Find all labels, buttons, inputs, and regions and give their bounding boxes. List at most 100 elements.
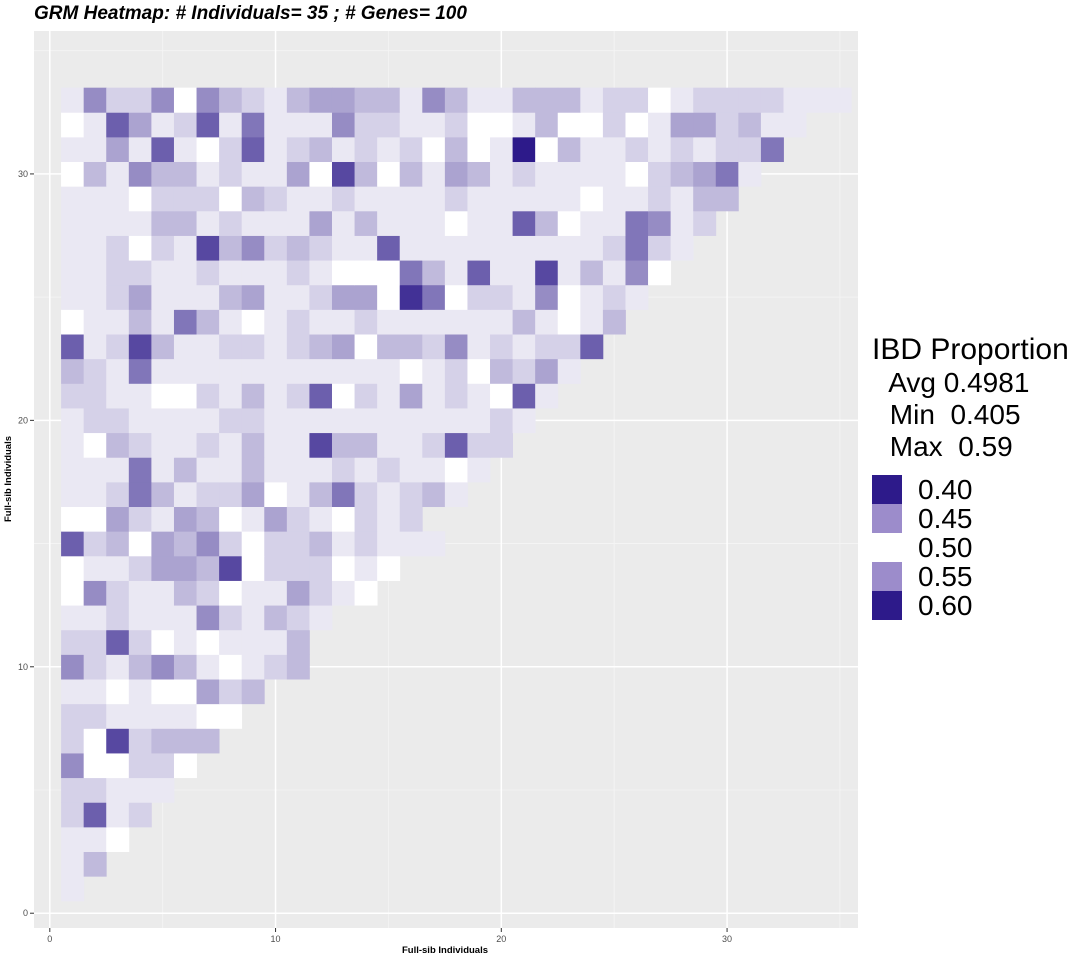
heatmap-tile	[331, 506, 355, 532]
heatmap-tile	[286, 580, 310, 606]
heatmap-tile	[106, 802, 130, 828]
heatmap-tile	[83, 408, 107, 434]
heatmap-tile	[512, 334, 536, 360]
heatmap-tile	[83, 555, 107, 581]
heatmap-tile	[196, 358, 220, 384]
heatmap-tile	[106, 210, 130, 236]
heatmap-tile	[331, 408, 355, 434]
heatmap-tile	[83, 358, 107, 384]
heatmap-tile	[693, 186, 717, 212]
heatmap-tile	[264, 605, 288, 631]
heatmap-tile	[738, 136, 762, 163]
heatmap-tile	[173, 531, 197, 557]
heatmap-tile	[83, 531, 107, 557]
heatmap-tile	[128, 408, 152, 434]
heatmap-tile	[173, 408, 197, 434]
heatmap-tile	[219, 580, 243, 606]
heatmap-tile	[670, 186, 694, 212]
heatmap-tile	[602, 161, 626, 187]
heatmap-tile	[580, 210, 604, 236]
heatmap-tile	[580, 284, 604, 310]
heatmap-tile	[196, 186, 220, 212]
heatmap-tile	[196, 580, 220, 606]
heatmap-tile	[151, 136, 175, 163]
legend-swatch	[872, 562, 902, 591]
legend-title: IBD Proportion	[872, 333, 1069, 366]
heatmap-tile	[512, 408, 536, 434]
heatmap-tile	[61, 629, 85, 655]
heatmap-tile	[286, 531, 310, 557]
heatmap-tile	[444, 457, 468, 483]
heatmap-tile	[693, 87, 717, 113]
heatmap-tile	[219, 334, 243, 360]
heatmap-tile	[219, 210, 243, 236]
heatmap-tile	[106, 753, 130, 779]
heatmap-tile	[264, 284, 288, 310]
heatmap-tile	[106, 408, 130, 434]
heatmap-tile	[264, 210, 288, 236]
heatmap-tile	[286, 161, 310, 187]
heatmap-tile	[648, 112, 672, 138]
legend-keys: 0.40 0.45 0.50 0.55 0.60	[872, 475, 1069, 620]
heatmap-tile	[151, 383, 175, 409]
heatmap-tile	[399, 136, 423, 163]
heatmap-tile	[399, 531, 423, 557]
y-tick-label: 30	[18, 169, 28, 179]
heatmap-tile	[173, 383, 197, 409]
legend-swatch	[872, 504, 902, 533]
heatmap-tile	[241, 161, 265, 187]
heatmap-tile	[535, 383, 559, 409]
heatmap-tile	[241, 334, 265, 360]
heatmap-tile	[670, 161, 694, 187]
heatmap-tile	[512, 112, 536, 138]
x-tick-label: 20	[496, 934, 506, 944]
heatmap-tile	[512, 210, 536, 236]
heatmap-tile	[83, 506, 107, 532]
heatmap-tile	[128, 580, 152, 606]
heatmap-tile	[399, 309, 423, 335]
heatmap-tile	[61, 876, 85, 902]
heatmap-tile	[602, 186, 626, 212]
heatmap-tile	[128, 777, 152, 803]
heatmap-tile	[467, 457, 491, 483]
heatmap-tile	[580, 186, 604, 212]
heatmap-tile	[83, 728, 107, 754]
heatmap-tile	[128, 654, 152, 680]
heatmap-tile	[399, 284, 423, 310]
heatmap-tile	[241, 309, 265, 335]
heatmap-tile	[535, 210, 559, 236]
heatmap-tile	[580, 87, 604, 113]
heatmap-tile	[580, 112, 604, 138]
heatmap-tile	[106, 334, 130, 360]
heatmap-tile	[128, 260, 152, 286]
heatmap-tile	[151, 186, 175, 212]
heatmap-tile	[61, 408, 85, 434]
heatmap-tile	[467, 186, 491, 212]
heatmap-tile	[173, 210, 197, 236]
heatmap-tile	[309, 580, 333, 606]
heatmap-tile	[490, 309, 513, 335]
heatmap-tile	[512, 136, 536, 163]
legend-key: 0.40	[872, 475, 1069, 504]
heatmap-tile	[241, 87, 265, 113]
heatmap-tile	[512, 383, 536, 409]
heatmap-tile	[422, 457, 446, 483]
heatmap-tile	[128, 531, 152, 557]
heatmap-tile	[354, 432, 378, 458]
heatmap-tile	[557, 112, 581, 138]
heatmap-tile	[219, 506, 243, 532]
heatmap-tile	[490, 161, 513, 187]
heatmap-tile	[286, 309, 310, 335]
heatmap-tile	[264, 432, 288, 458]
heatmap-tile	[128, 555, 152, 581]
heatmap-tile	[557, 235, 581, 261]
heatmap-tile	[151, 679, 175, 705]
heatmap-tile	[151, 161, 175, 187]
heatmap-tile	[173, 334, 197, 360]
heatmap-tile	[61, 555, 85, 581]
heatmap-tile	[128, 605, 152, 631]
heatmap-tile	[467, 284, 491, 310]
heatmap-tile	[151, 728, 175, 754]
heatmap-tile	[151, 235, 175, 261]
